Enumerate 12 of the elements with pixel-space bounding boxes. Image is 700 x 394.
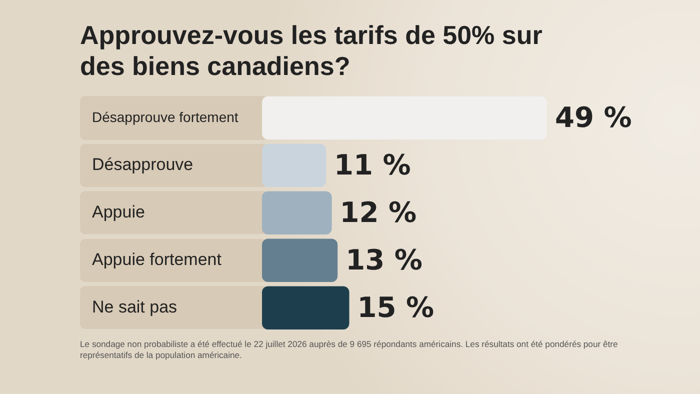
y-tick-label: Appuie [92, 202, 145, 222]
y-tick-label: Ne sait pas [92, 298, 178, 317]
data-label: 13 % [346, 244, 422, 277]
data-label: 49 % [555, 101, 632, 134]
data-label: 11 % [334, 148, 411, 182]
y-tick-label: Appuie fortement [92, 250, 222, 270]
chart-title: Approuvez-vous les tarifs de 50% sur des biens canadiens? [80, 20, 544, 82]
y-tick-label: Désapprouve [92, 155, 194, 174]
data-label: 12 % [340, 196, 417, 230]
y-tick-label: Désapprouve fortement [92, 108, 238, 125]
data-label: 15 % [357, 291, 434, 324]
text: Le sondage non probabiliste a été effectué le 22 juillet 2026 auprès de 9 695 répondants américains. Les résultats ont été pondérés pour être représentatifs de la population américaine. [80, 339, 619, 361]
